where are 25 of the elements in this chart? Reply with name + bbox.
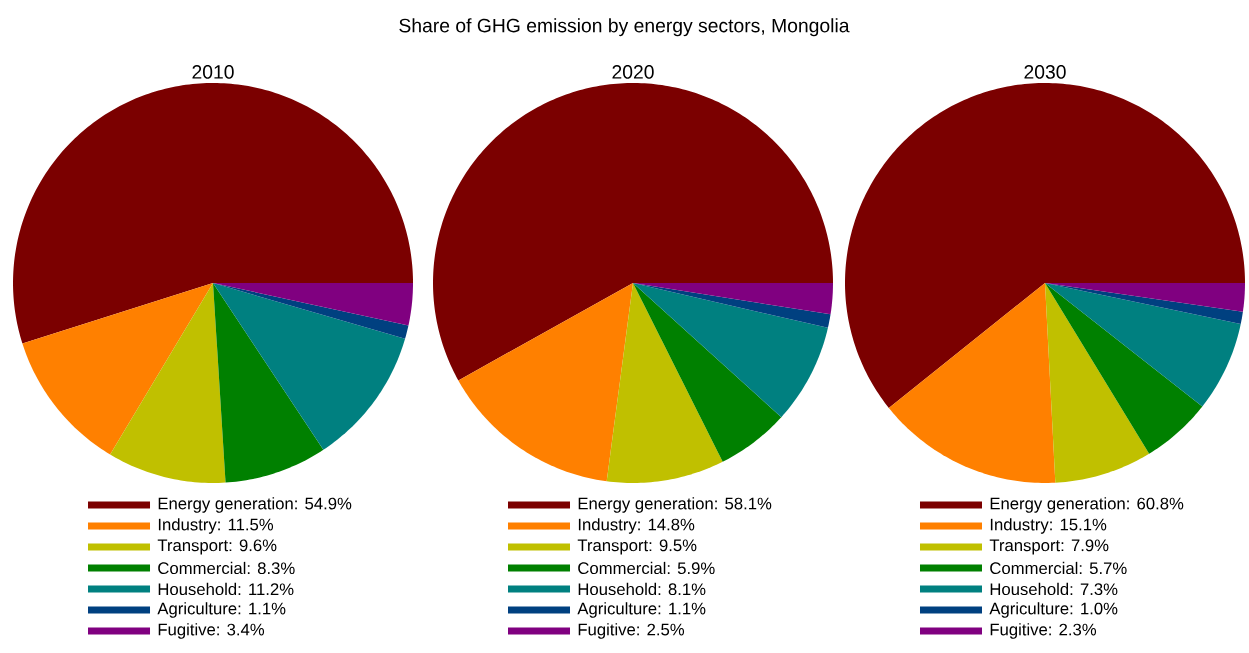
legend-label: Transport: 7.9%	[989, 539, 1109, 555]
legend-label: Household: 7.3%	[990, 582, 1118, 596]
legend-label: Agriculture: 1.0%	[989, 602, 1118, 618]
legend-label: Transport: 9.6%	[157, 539, 277, 555]
legend-label: Energy generation: 54.9%	[158, 497, 352, 513]
chart-title: 2010	[192, 65, 234, 79]
legend-label: Commercial: 5.7%	[990, 561, 1127, 575]
legend-label: Agriculture: 1.1%	[157, 602, 286, 618]
chart-title: 2020	[612, 65, 654, 79]
legend-label: Agriculture: 1.1%	[577, 602, 706, 618]
chart-title: 2030	[1024, 65, 1066, 79]
legend-label: Industry: 11.5%	[158, 518, 274, 534]
legend-label: Commercial: 8.3%	[158, 561, 295, 575]
legend-label: Energy generation: 58.1%	[578, 497, 772, 513]
text: Share of GHG emission by energy sectors, Mongolia	[399, 18, 850, 37]
legend-label: Fugitive: 2.3%	[990, 623, 1097, 639]
legend-label: Household: 8.1%	[578, 582, 706, 596]
legend-label: Transport: 9.5%	[577, 539, 697, 555]
legend-label: Energy generation: 60.8%	[990, 497, 1184, 513]
legend-label: Industry: 15.1%	[990, 518, 1107, 534]
legend-label: Fugitive: 3.4%	[158, 623, 265, 639]
legend-label: Household: 11.2%	[158, 582, 294, 596]
legend-label: Commercial: 5.9%	[578, 561, 715, 575]
legend-label: Fugitive: 2.5%	[578, 623, 685, 639]
legend-label: Industry: 14.8%	[578, 518, 695, 534]
